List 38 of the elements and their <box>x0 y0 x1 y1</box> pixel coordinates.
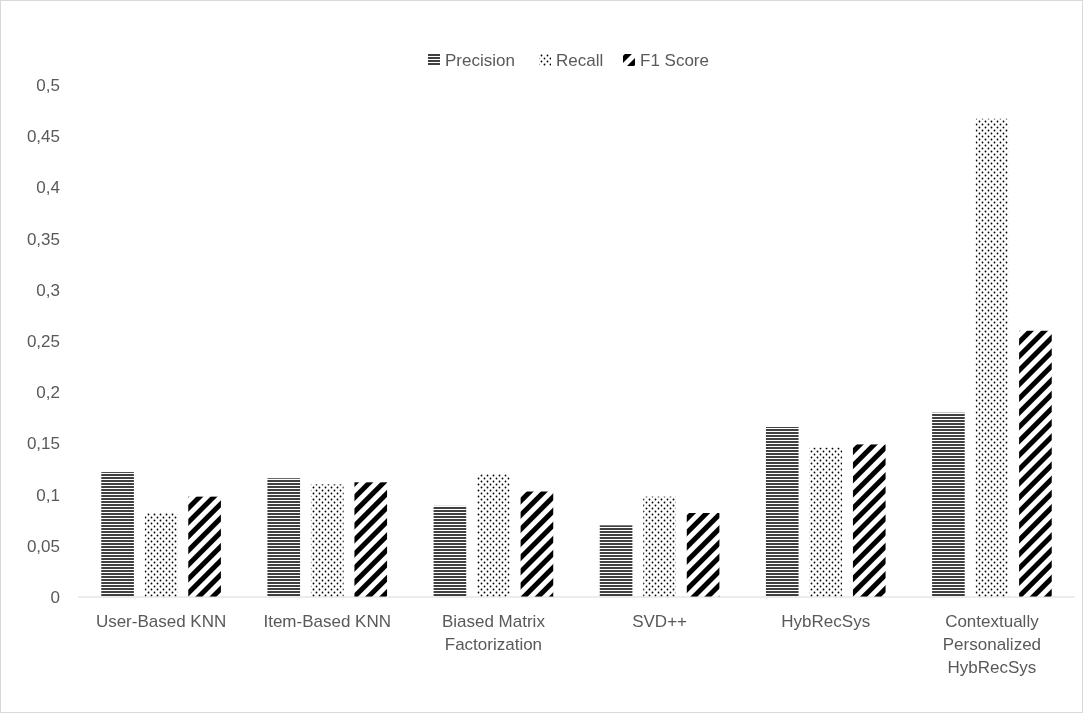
bar <box>144 513 178 597</box>
bar <box>477 474 510 597</box>
bar <box>101 472 134 597</box>
y-tick-label: 0,3 <box>36 280 60 300</box>
y-tick-label: 0,4 <box>36 178 60 198</box>
x-tick-label: SVD++ <box>632 612 688 631</box>
bar <box>433 505 467 597</box>
y-tick-label: 0,5 <box>36 75 60 95</box>
y-tick-label: 0,35 <box>26 229 60 249</box>
legend-label: F1 Score <box>640 50 709 70</box>
bar <box>809 447 843 597</box>
y-tick-label: 0,05 <box>26 536 60 556</box>
x-tick-label: User-Based KNN <box>95 612 227 631</box>
x-tick-label: Biased Matrix Factorization <box>441 612 546 654</box>
bar <box>354 482 388 597</box>
y-tick-label: 0,45 <box>26 127 60 147</box>
bar <box>643 496 676 597</box>
x-tick-label: Contextually Personalized HybRecSys <box>942 612 1042 677</box>
y-tick-label: 0,2 <box>36 383 60 403</box>
y-tick-label: 0,15 <box>26 434 60 454</box>
bar <box>520 491 554 597</box>
bar <box>932 412 965 597</box>
bar <box>852 444 886 597</box>
y-tick-label: 0 <box>50 587 60 607</box>
bar <box>765 427 799 597</box>
x-tick-label: Item-Based KNN <box>263 612 392 631</box>
bar <box>188 496 221 597</box>
bar <box>310 484 344 597</box>
x-tick-label: HybRecSys <box>781 612 871 631</box>
bar <box>267 478 301 597</box>
legend-label: Precision <box>445 50 515 70</box>
legend-label: Recall <box>556 50 604 70</box>
bar <box>975 118 1009 597</box>
bar <box>686 513 720 597</box>
bar <box>599 525 633 597</box>
y-tick-label: 0,25 <box>26 331 60 351</box>
bar <box>1019 330 1052 597</box>
y-tick-label: 0,1 <box>36 485 60 505</box>
